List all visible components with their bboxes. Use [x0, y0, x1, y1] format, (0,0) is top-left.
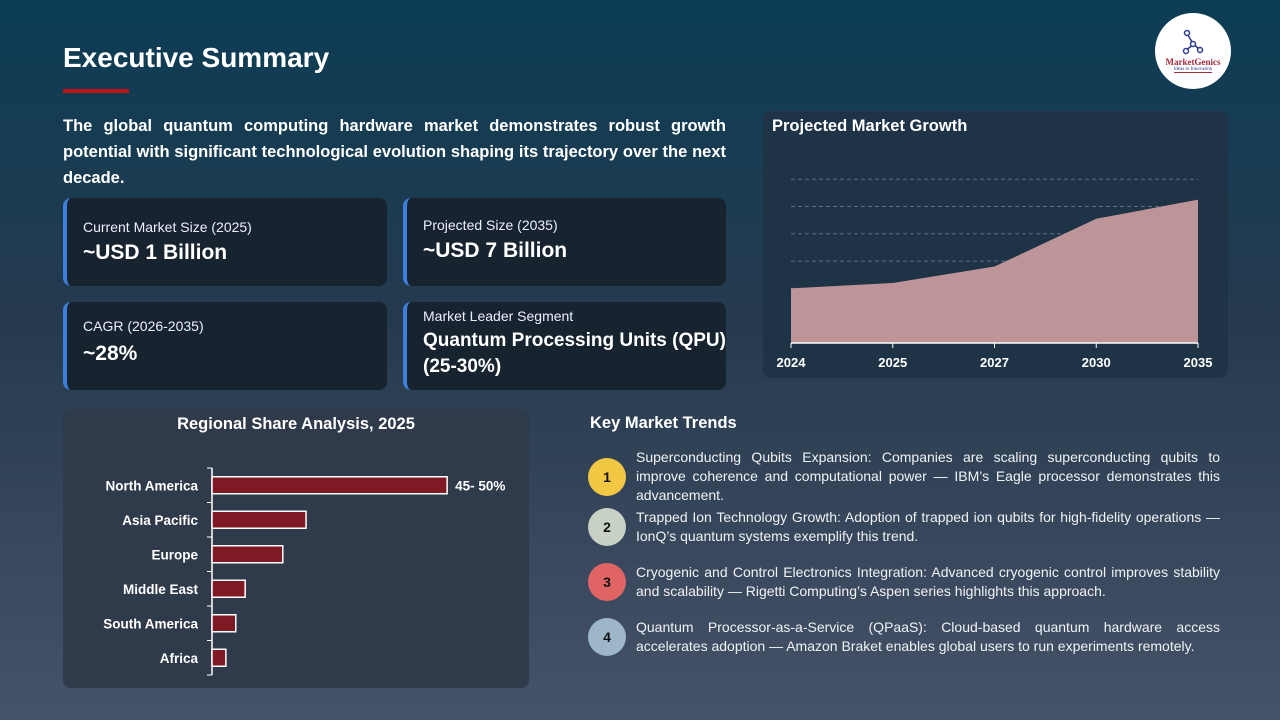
trend-text: Superconducting Qubits Expansion: Compan…: [636, 449, 1220, 503]
category-label: Europe: [151, 547, 198, 562]
x-tick-label: 2025: [878, 355, 907, 370]
area-chart: 2024 2025 2027 2030 2035: [777, 178, 1213, 370]
bar: [211, 648, 227, 667]
trends-title: Key Market Trends: [590, 414, 737, 432]
card-projected-size: Projected Size (2035) ~USD 7 Billion: [403, 198, 726, 286]
network-nodes-icon: [1182, 29, 1204, 55]
bar: [211, 545, 284, 564]
card-label: Current Market Size (2025): [83, 219, 252, 235]
trend-text: Quantum Processor-as-a-Service (QPaaS): …: [636, 619, 1220, 654]
bar-chart: North America 45- 50% Asia Pacific Europe Mi…: [103, 467, 505, 676]
card-label: Projected Size (2035): [423, 217, 558, 233]
bar: [211, 476, 448, 495]
number-badge: 4: [588, 618, 626, 656]
number-badge: 2: [588, 508, 626, 546]
area-series: [791, 199, 1198, 343]
bar: [211, 579, 246, 598]
page-title: Executive Summary: [63, 42, 330, 73]
trend-text: Cryogenic and Control Electronics Integr…: [636, 564, 1220, 599]
card-value: ~28%: [83, 342, 138, 365]
card-label: CAGR (2026-2035): [83, 318, 204, 334]
chart-title: Regional Share Analysis, 2025: [177, 415, 415, 433]
intro-text: The global quantum computing hardware ma…: [63, 117, 726, 187]
card-cagr: CAGR (2026-2035) ~28%: [63, 302, 387, 390]
bar: [211, 510, 307, 529]
category-label: Africa: [160, 651, 199, 666]
logo-tagline: Ideas to Innovation: [1173, 67, 1213, 73]
title-underline: [63, 89, 129, 93]
x-tick-label: 2027: [980, 355, 1009, 370]
x-tick-label: 2035: [1184, 355, 1213, 370]
card-value: ~USD 1 Billion: [83, 241, 228, 264]
trend-text: Trapped Ion Technology Growth: Adoption …: [636, 509, 1220, 544]
logo: MarketGenics Ideas to Innovation: [1155, 13, 1231, 89]
card-value: ~USD 7 Billion: [423, 239, 568, 262]
chart-title: Projected Market Growth: [772, 117, 968, 135]
category-label: Middle East: [123, 582, 199, 597]
x-tick-label: 2030: [1082, 355, 1111, 370]
number-badge: 1: [588, 457, 626, 496]
x-tick-label: 2024: [777, 355, 807, 370]
card-market-leader: Market Leader Segment Quantum Processing…: [403, 302, 726, 390]
projected-growth-panel: Projected Market Growth 2024 2025 2027 2030…: [763, 111, 1228, 378]
bar: [211, 614, 237, 633]
category-label: North America: [105, 478, 198, 493]
category-label: Asia Pacific: [122, 513, 198, 528]
trend-item: 1 Superconducting Qubits Expansion: Compa…: [588, 448, 1220, 505]
category-label: South America: [103, 616, 198, 631]
regional-share-panel: Regional Share Analysis, 2025 North Amer…: [63, 409, 529, 688]
number-badge: 3: [588, 563, 626, 601]
card-current-market-size: Current Market Size (2025) ~USD 1 Billio…: [63, 198, 387, 286]
trend-item: 4 Quantum Processor-as-a-Service (QPaaS):…: [588, 618, 1220, 656]
data-label: 45- 50%: [455, 478, 505, 493]
trend-item: 3 Cryogenic and Control Electronics Integ…: [588, 563, 1220, 601]
logo-name: MarketGenics: [1165, 57, 1221, 67]
trend-item: 2 Trapped Ion Technology Growth: Adoption…: [588, 508, 1220, 546]
card-value: Quantum Processing Units (QPU) (25-30%): [423, 330, 726, 377]
card-label: Market Leader Segment: [423, 308, 574, 324]
